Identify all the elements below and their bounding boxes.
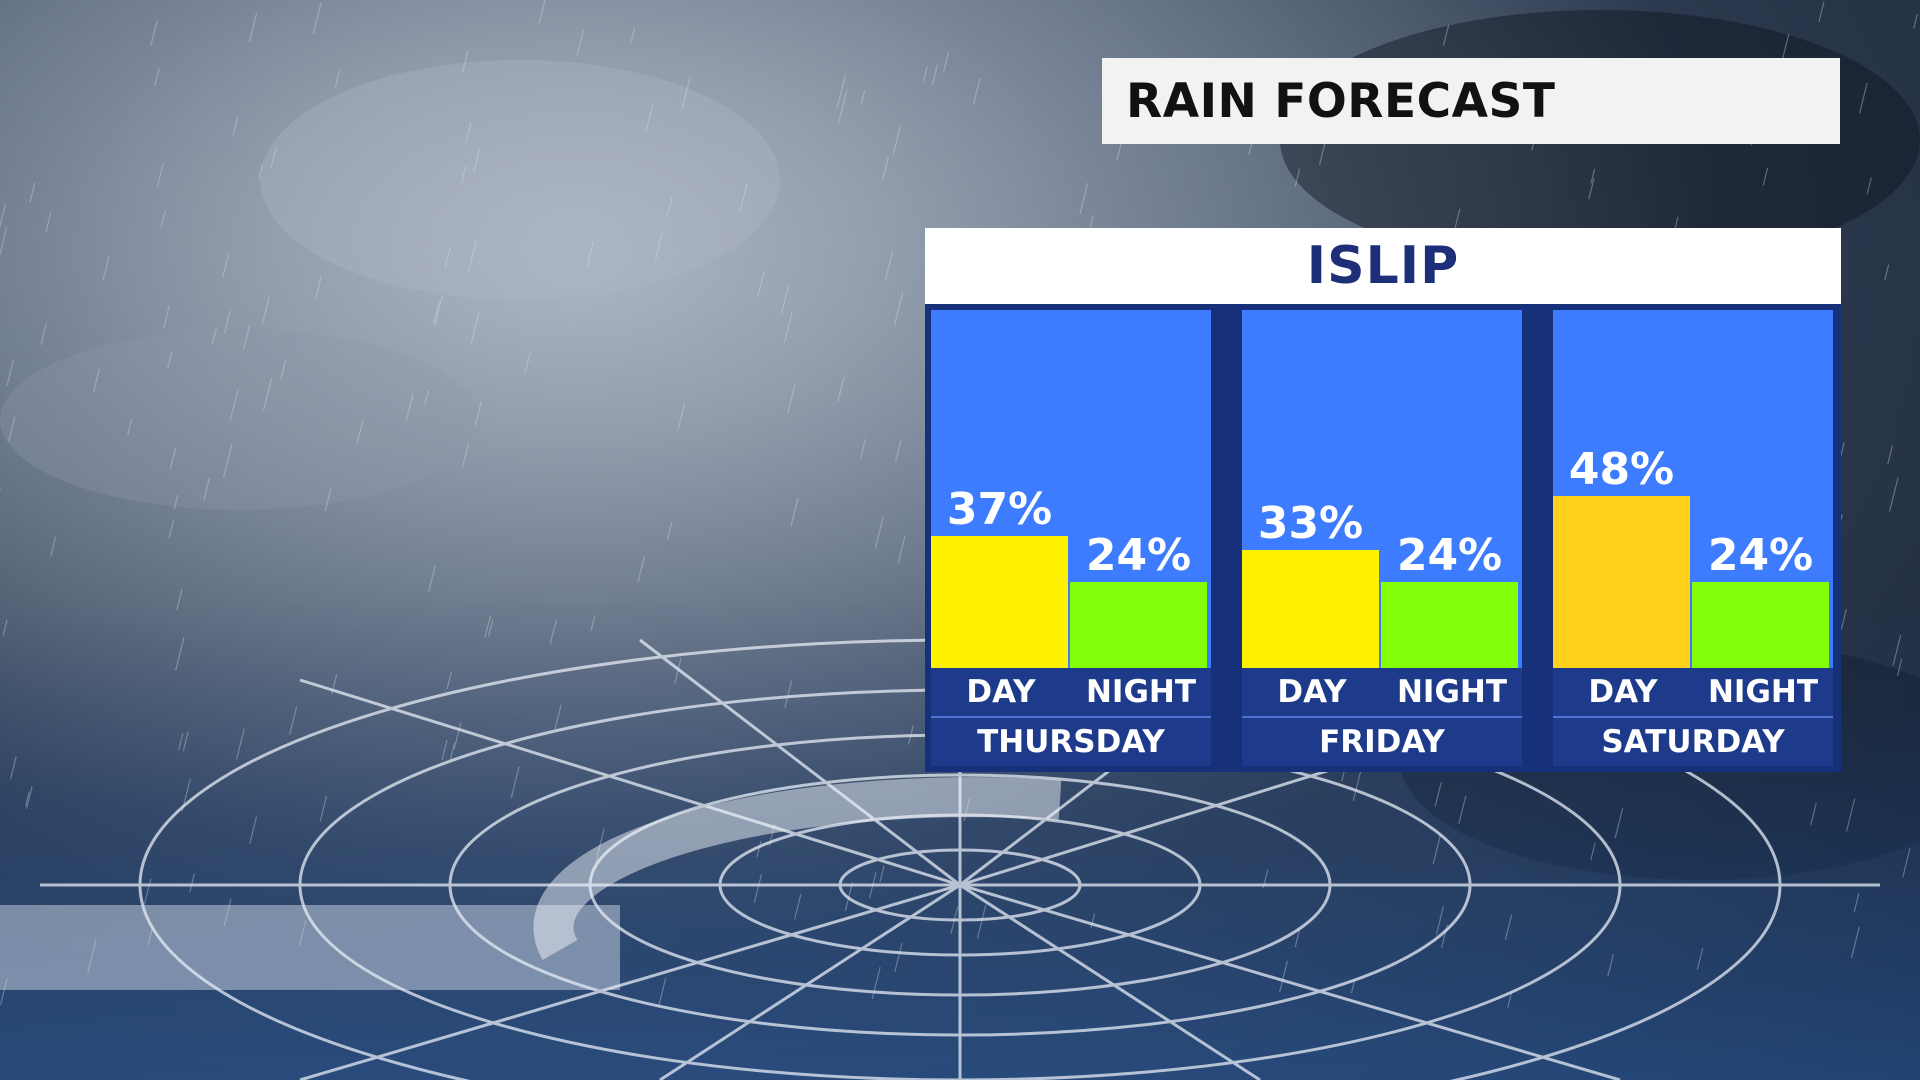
forecast-panel: ISLIP 37% 24% DAY NIGHT THURSDAY 33% 24% <box>925 228 1841 772</box>
value-label-night: 24% <box>1396 530 1503 582</box>
day-name: FRIDAY <box>1242 718 1522 766</box>
bar-day <box>931 535 1068 668</box>
page-title: RAIN FORECAST <box>1126 73 1556 129</box>
bar-day <box>1242 549 1379 668</box>
period-label-day: DAY <box>1588 674 1658 710</box>
period-labels: DAY NIGHT <box>1553 668 1833 718</box>
plot-area: 37% 24% <box>931 310 1211 668</box>
value-label-day: 33% <box>1257 497 1364 549</box>
chart-frame: 37% 24% DAY NIGHT THURSDAY 33% 24% DAY N… <box>925 304 1841 772</box>
day-name: THURSDAY <box>931 718 1211 766</box>
value-label-day: 37% <box>946 483 1053 535</box>
period-label-night: NIGHT <box>1085 674 1196 710</box>
period-label-day: DAY <box>1277 674 1347 710</box>
plot-area: 33% 24% <box>1242 310 1522 668</box>
value-label-night: 24% <box>1085 530 1192 582</box>
bar-day <box>1553 496 1690 668</box>
period-labels: DAY NIGHT <box>1242 668 1522 718</box>
title-banner: RAIN FORECAST <box>1102 58 1840 144</box>
day-panel-friday: 33% 24% DAY NIGHT FRIDAY <box>1242 310 1522 766</box>
value-label-night: 24% <box>1707 530 1814 582</box>
day-name: SATURDAY <box>1553 718 1833 766</box>
bar-night <box>1381 582 1518 668</box>
bar-night <box>1692 582 1829 668</box>
period-label-day: DAY <box>966 674 1036 710</box>
period-labels: DAY NIGHT <box>931 668 1211 718</box>
location-header: ISLIP <box>925 228 1841 304</box>
day-panel-saturday: 48% 24% DAY NIGHT SATURDAY <box>1553 310 1833 766</box>
period-label-night: NIGHT <box>1707 674 1818 710</box>
bar-night <box>1070 582 1207 668</box>
location-name: ISLIP <box>1306 236 1460 296</box>
period-label-night: NIGHT <box>1396 674 1507 710</box>
value-label-day: 48% <box>1568 444 1675 496</box>
plot-area: 48% 24% <box>1553 310 1833 668</box>
day-panel-thursday: 37% 24% DAY NIGHT THURSDAY <box>931 310 1211 766</box>
